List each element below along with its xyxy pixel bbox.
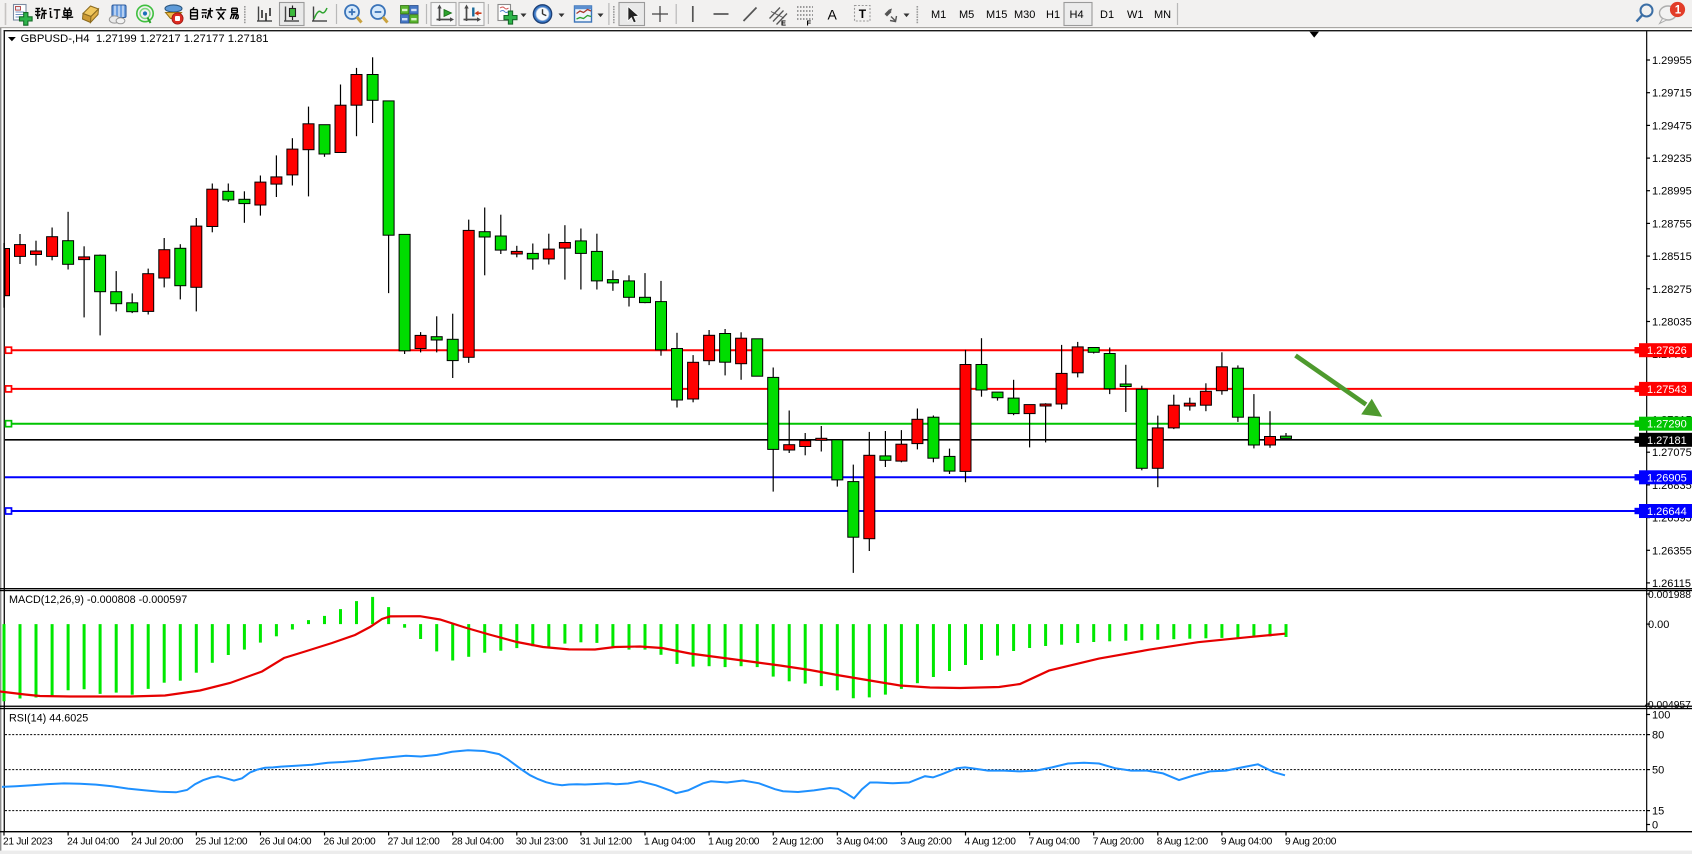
svg-text:15: 15 [1652, 806, 1664, 818]
svg-text:26 Jul 04:00: 26 Jul 04:00 [259, 836, 312, 847]
svg-text:1.29475: 1.29475 [1652, 120, 1692, 132]
svg-text:D1: D1 [1100, 9, 1114, 21]
svg-text:30 Jul 23:00: 30 Jul 23:00 [516, 836, 569, 847]
svg-text:24 Jul 04:00: 24 Jul 04:00 [67, 836, 120, 847]
svg-text:1.27826: 1.27826 [1647, 345, 1687, 357]
svg-text:1 Aug 20:00: 1 Aug 20:00 [708, 836, 760, 847]
svg-text:T: T [859, 7, 867, 21]
svg-text:0.00: 0.00 [1648, 619, 1669, 631]
svg-text:F: F [807, 19, 812, 28]
svg-text:28 Jul 04:00: 28 Jul 04:00 [452, 836, 505, 847]
svg-text:80: 80 [1652, 730, 1664, 742]
svg-text:1: 1 [1675, 5, 1682, 17]
svg-text:1.27543: 1.27543 [1647, 384, 1687, 396]
svg-text:3 Aug 04:00: 3 Aug 04:00 [836, 836, 888, 847]
svg-text:E: E [781, 19, 786, 28]
svg-text:1.26905: 1.26905 [1647, 472, 1687, 484]
svg-text:25 Jul 12:00: 25 Jul 12:00 [195, 836, 248, 847]
svg-text:1.27290: 1.27290 [1647, 419, 1687, 431]
svg-text:2 Aug 12:00: 2 Aug 12:00 [772, 836, 824, 847]
svg-text:26 Jul 20:00: 26 Jul 20:00 [324, 836, 377, 847]
svg-text:1.29715: 1.29715 [1652, 88, 1692, 100]
svg-text:1.28755: 1.28755 [1652, 218, 1692, 230]
svg-text:MN: MN [1154, 9, 1171, 21]
svg-text:1.27075: 1.27075 [1652, 447, 1692, 459]
svg-text:M1: M1 [931, 9, 946, 21]
svg-text:1.28035: 1.28035 [1652, 317, 1692, 329]
svg-text:7 Aug 20:00: 7 Aug 20:00 [1093, 836, 1145, 847]
svg-text:GBPUSD-,H4 1.27199 1.27217 1.: GBPUSD-,H4 1.27199 1.27217 1.27177 1.271… [21, 33, 269, 45]
svg-text:RSI(14) 44.6025: RSI(14) 44.6025 [9, 713, 88, 725]
svg-text:1.26115: 1.26115 [1652, 578, 1691, 590]
svg-text:1.28275: 1.28275 [1652, 284, 1692, 296]
svg-text:M5: M5 [959, 9, 974, 21]
svg-text:8 Aug 12:00: 8 Aug 12:00 [1157, 836, 1209, 847]
svg-text:W1: W1 [1127, 9, 1144, 21]
svg-text:M15: M15 [986, 9, 1007, 21]
svg-text:3 Aug 20:00: 3 Aug 20:00 [900, 836, 952, 847]
svg-text:21 Jul 2023: 21 Jul 2023 [3, 836, 53, 847]
svg-text:M30: M30 [1014, 9, 1035, 21]
svg-text:4 Aug 12:00: 4 Aug 12:00 [965, 836, 1017, 847]
svg-text:1.28995: 1.28995 [1652, 186, 1692, 198]
svg-text:H1: H1 [1046, 9, 1060, 21]
svg-text:1.27181: 1.27181 [1647, 435, 1687, 447]
svg-text:1.26355: 1.26355 [1652, 545, 1692, 557]
svg-text:24 Jul 20:00: 24 Jul 20:00 [131, 836, 184, 847]
svg-text:H4: H4 [1070, 9, 1084, 21]
svg-text:9 Aug 04:00: 9 Aug 04:00 [1221, 836, 1273, 847]
svg-text:0.001988: 0.001988 [1648, 590, 1691, 601]
svg-text:-0.004957: -0.004957 [1645, 700, 1692, 711]
svg-text:0: 0 [1652, 820, 1658, 832]
svg-text:MACD(12,26,9) -0.000808 -0.000: MACD(12,26,9) -0.000808 -0.000597 [9, 594, 187, 606]
svg-text:1.28515: 1.28515 [1652, 251, 1692, 263]
svg-text:1.29235: 1.29235 [1652, 153, 1692, 165]
svg-text:1.26644: 1.26644 [1647, 506, 1687, 518]
svg-text:50: 50 [1652, 765, 1664, 777]
svg-text:27 Jul 12:00: 27 Jul 12:00 [388, 836, 441, 847]
svg-text:1.29955: 1.29955 [1652, 55, 1692, 67]
svg-text:31 Jul 12:00: 31 Jul 12:00 [580, 836, 633, 847]
svg-text:1 Aug 04:00: 1 Aug 04:00 [644, 836, 696, 847]
svg-text:7 Aug 04:00: 7 Aug 04:00 [1029, 836, 1081, 847]
svg-text:9 Aug 20:00: 9 Aug 20:00 [1285, 836, 1337, 847]
svg-text:A: A [828, 7, 838, 23]
svg-text:100: 100 [1652, 710, 1670, 722]
